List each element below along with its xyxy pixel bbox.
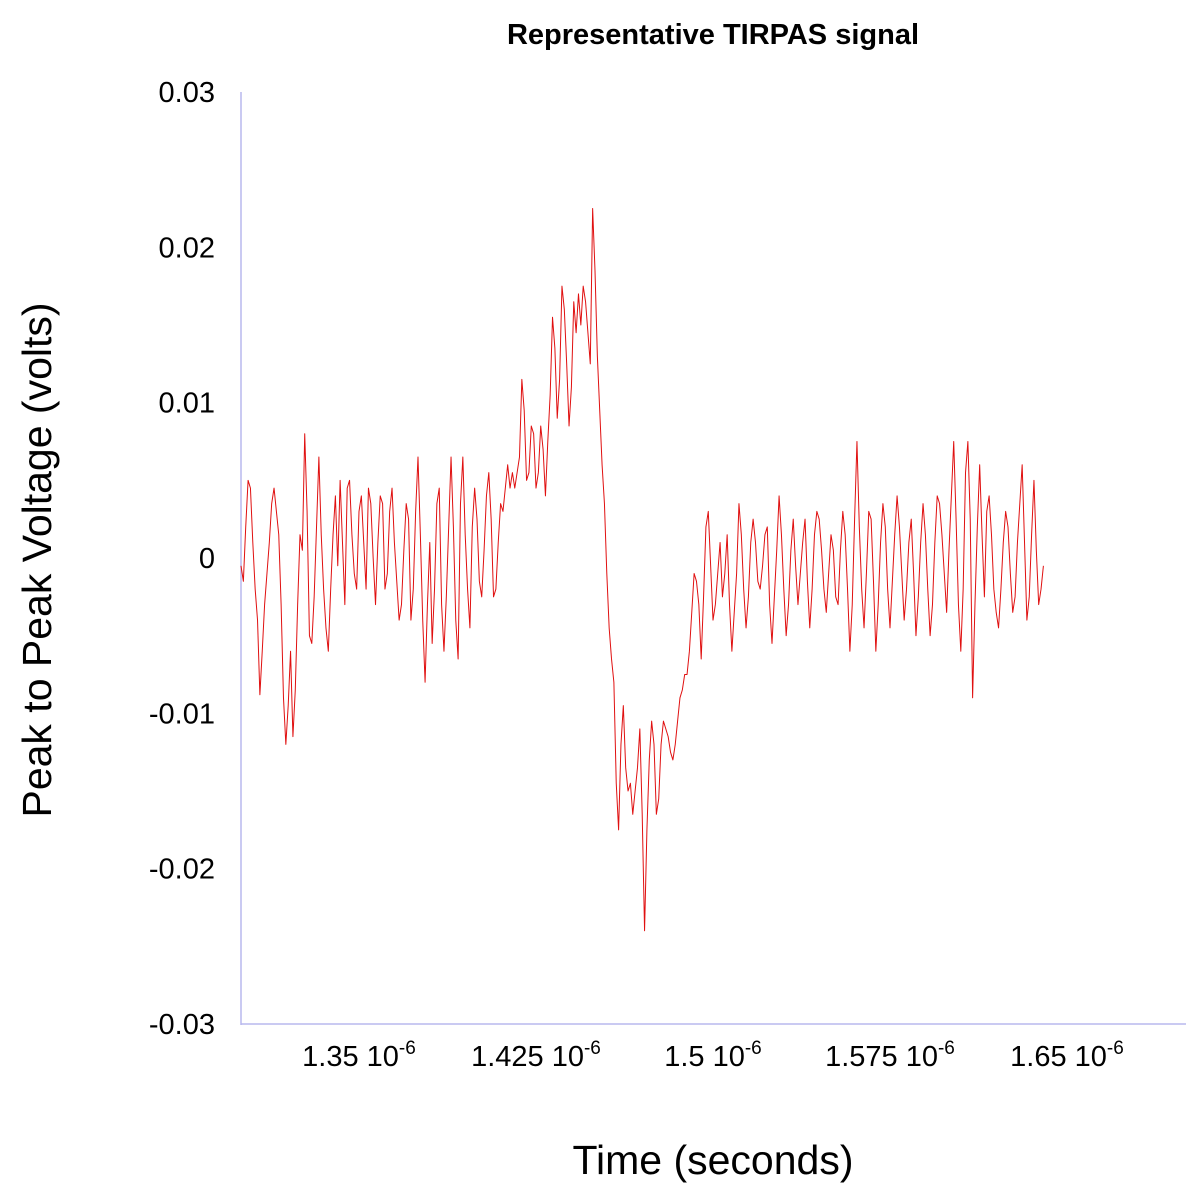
y-tick-label: 0.02 <box>159 232 215 264</box>
chart-title: Representative TIRPAS signal <box>507 19 919 51</box>
y-tick-label: 0.03 <box>159 77 215 109</box>
y-tick-label: -0.02 <box>149 854 215 886</box>
y-tick-label: 0 <box>199 543 215 575</box>
y-tick-label: 0.01 <box>159 388 215 420</box>
x-tick-label: 1.65 10-6 <box>1010 1038 1124 1073</box>
x-tick-label: 1.5 10-6 <box>664 1038 762 1073</box>
y-tick-label: -0.01 <box>149 698 215 730</box>
y-tick-label: -0.03 <box>149 1009 215 1041</box>
y-tick-labels: 0.03 0.02 0.01 0 -0.01 -0.02 -0.03 <box>149 77 215 1041</box>
plot-area <box>240 208 1044 932</box>
series-line <box>240 208 1044 932</box>
y-axis-label: Peak to Peak Voltage (volts) <box>14 302 60 817</box>
x-tick-label: 1.425 10-6 <box>471 1038 601 1073</box>
x-tick-labels: 1.35 10-6 1.425 10-6 1.5 10-6 1.575 10-6 1.6… <box>302 1038 1124 1073</box>
x-axis-label: Time (seconds) <box>573 1137 854 1183</box>
x-tick-label: 1.35 10-6 <box>302 1038 416 1073</box>
x-tick-label: 1.575 10-6 <box>825 1038 955 1073</box>
